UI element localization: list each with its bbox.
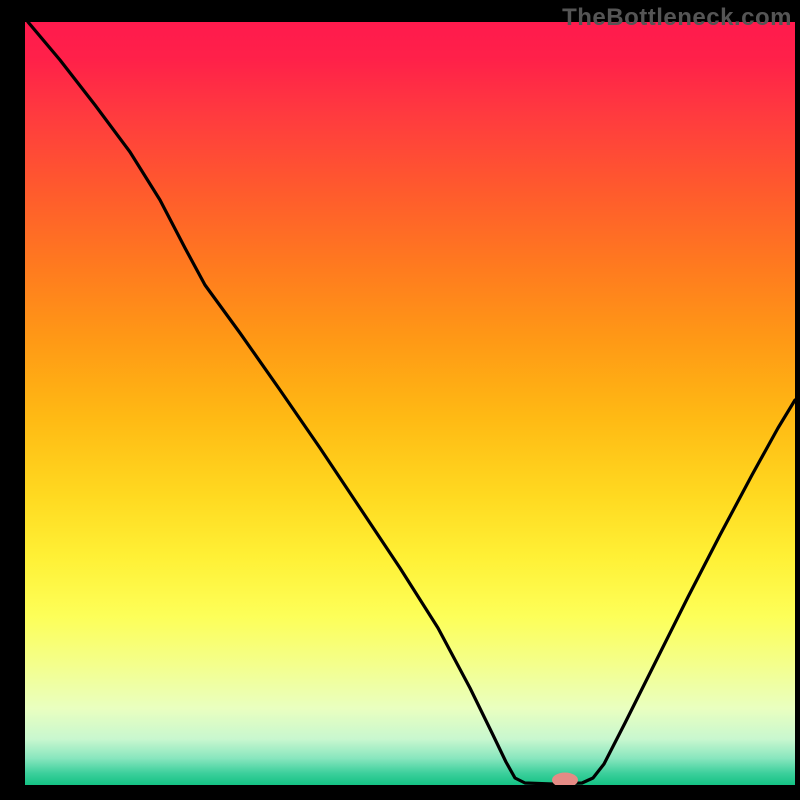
chart-svg (0, 0, 800, 800)
watermark-text: TheBottleneck.com (562, 4, 792, 32)
gradient-background (25, 22, 795, 785)
bottleneck-chart: TheBottleneck.com (0, 0, 800, 800)
